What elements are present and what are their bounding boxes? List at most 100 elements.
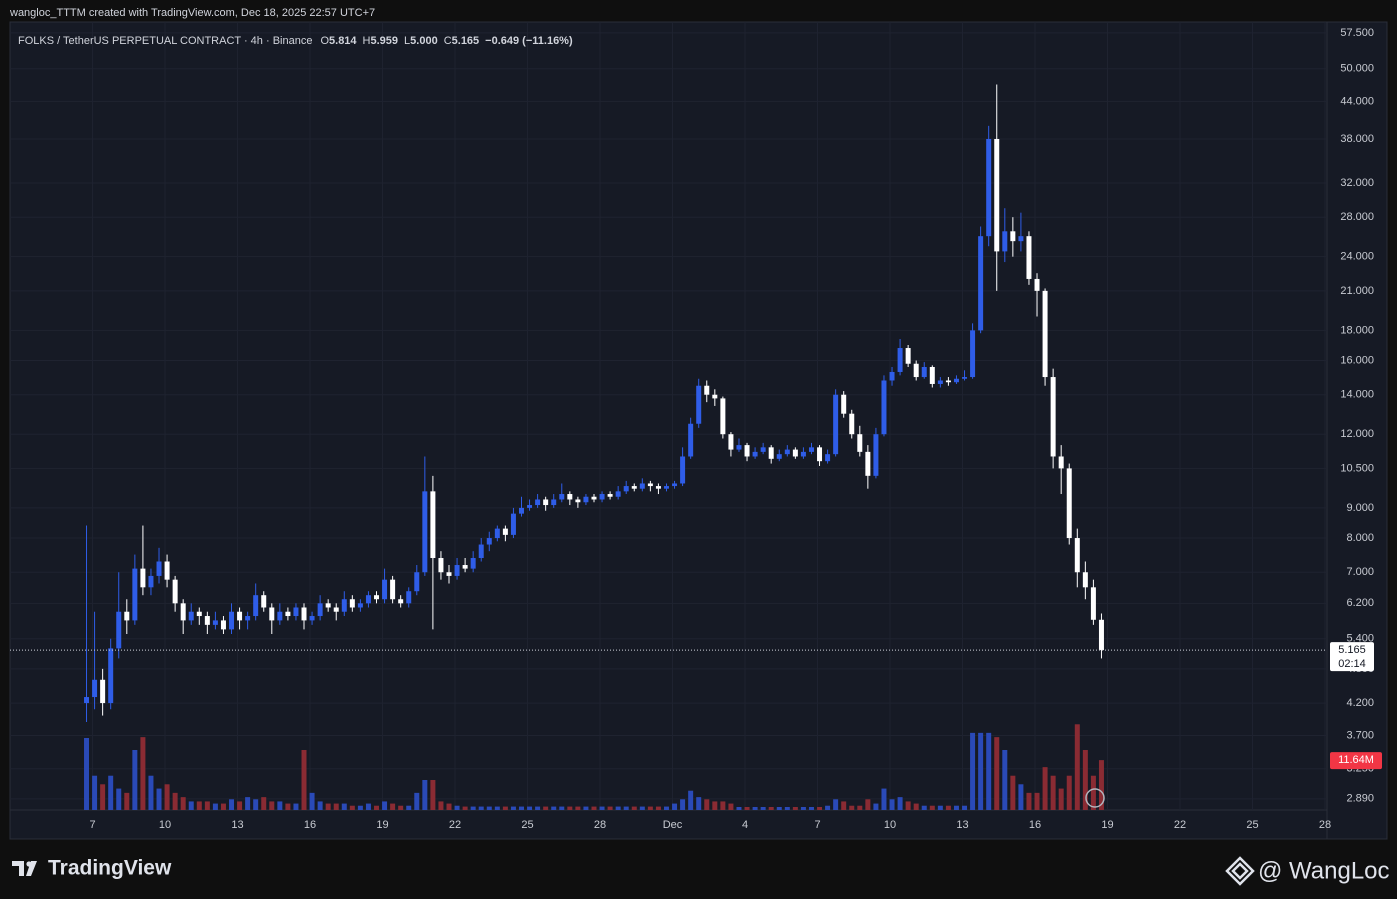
candle-body [833,394,839,455]
y-tick-label: 6.200 [1346,597,1374,609]
candle-body [172,579,178,604]
volume-bar [245,797,251,810]
y-tick-label: 10.500 [1340,462,1374,474]
x-tick-label: 16 [1029,819,1041,831]
x-tick-label: 28 [594,819,606,831]
volume-bar [1050,775,1056,810]
candle-body [768,447,774,459]
candle-body [986,138,992,237]
candle-body [100,679,106,704]
candles [84,84,1104,723]
volume-bar [148,775,154,810]
volume-bar [454,805,460,810]
legend-value: 5.000 [410,35,438,47]
replay-button [1085,788,1105,808]
candle-body [333,607,339,612]
candle-body [720,398,726,435]
candle-body [293,607,299,617]
candle-body [994,138,1000,252]
volume-bar [978,732,984,810]
candle-body [502,528,508,535]
candle-body [1042,290,1048,378]
legend-value: 5.814 [329,35,357,47]
volume-bar [728,803,734,810]
candle-body [204,616,210,625]
volume-bar [269,801,275,810]
candle-body [639,483,645,489]
volume-bar [172,792,178,810]
volume-bar [462,806,468,810]
candle-body [631,486,637,489]
volume-label: 11.64M [1338,754,1374,766]
candle-body [655,486,661,489]
candle-body [341,599,347,612]
volume-bar [261,797,267,810]
volume-bar [623,806,629,810]
y-tick-label: 8.000 [1346,532,1374,544]
volume-bar [470,806,476,810]
volume-bar [502,806,508,810]
axes: 57.500 50.000 44.000 38.000 32.000 28.000 24.0… [10,27,1382,831]
volume-bar [817,807,823,810]
volume-bar [1058,788,1064,810]
volume-bar [647,806,653,810]
volume-bar [680,799,686,810]
candle-body [937,380,943,384]
volume-bar [913,803,919,810]
x-tick-label: 28 [1319,819,1331,831]
x-tick-label: 10 [159,819,171,831]
last-price-label: 5.165 [1338,644,1366,656]
volume-bar [889,799,895,810]
candle-body [591,496,597,500]
candle-body [728,434,734,450]
candle-body [398,599,404,604]
volume-bar [277,801,283,810]
y-tick-label: 50.000 [1340,63,1374,75]
candle-body [599,494,605,500]
candle-body [269,607,275,621]
x-tick-label: 25 [1246,819,1258,831]
volume-bar [325,803,331,810]
volume-bar [108,775,114,810]
candle-body [446,572,452,576]
candle-body [567,494,573,500]
candle-body [277,611,283,621]
y-tick-label: 7.000 [1346,566,1374,578]
volume-bar [994,737,1000,810]
candle-body [672,483,678,487]
volume-bar [422,780,428,810]
y-tick-label: 24.000 [1340,251,1374,263]
volume-bar [744,807,750,810]
candle-body [494,528,500,539]
candle-body [583,496,589,503]
legend-value: 5.959 [371,35,399,47]
volume-bar [712,801,718,810]
candle-body [889,371,895,381]
candle-body [696,385,702,424]
candle-body [108,648,114,704]
candle-body [253,595,259,617]
candle-body [229,611,235,630]
volume-bar [800,807,806,810]
candle-body [1066,468,1072,539]
candle-body [962,377,968,379]
candle-body [317,603,323,617]
volume-bar [478,806,484,810]
volume-bar [84,738,90,810]
volume-bar [333,803,339,810]
volume-bar [494,806,500,810]
candle-body [704,385,710,395]
candle-body [688,423,694,457]
candle-body [325,603,331,608]
candle-body [196,611,202,617]
watermark: @ WangLoc [1225,856,1390,886]
candle-body [1058,456,1064,469]
volume-bar [841,801,847,810]
candle-body [390,579,396,600]
volume-bar [438,801,444,810]
volume-bar [132,750,138,810]
volume-bar [293,803,299,810]
y-tick-label: 28.000 [1340,211,1374,223]
volume-pane [84,724,1104,810]
candle-body [1098,619,1104,651]
